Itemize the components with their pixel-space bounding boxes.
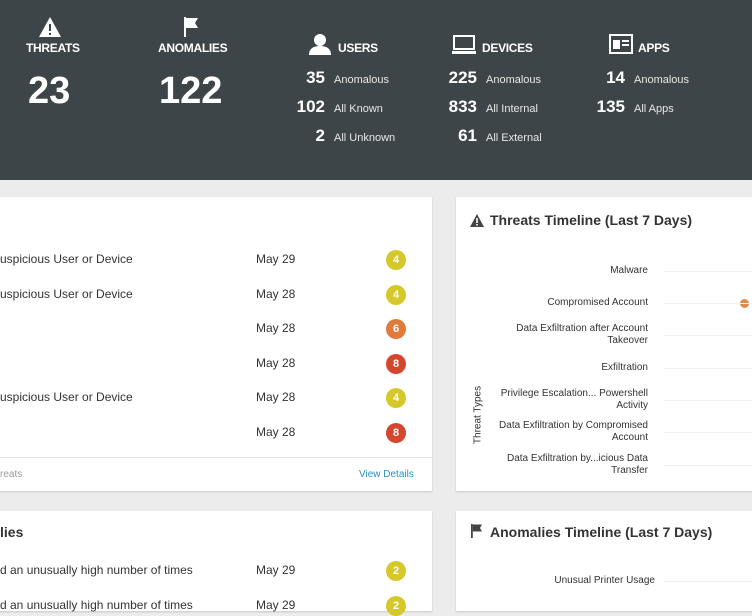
grid-line bbox=[664, 432, 752, 433]
stat-number: 14 bbox=[606, 68, 625, 87]
threats-timeline-card bbox=[456, 197, 752, 491]
type-label: Data Exfiltration by Compromised bbox=[499, 420, 648, 431]
type-label: Exfiltration bbox=[601, 362, 648, 373]
row-date: May 28 bbox=[256, 425, 296, 439]
type-label: Privilege Escalation... Powershell bbox=[500, 388, 648, 399]
row-date: May 28 bbox=[256, 390, 296, 405]
row-date: May 29 bbox=[256, 563, 296, 577]
stat-label: Anomalous bbox=[486, 74, 542, 86]
grid-line bbox=[664, 335, 752, 336]
group-label: APPS bbox=[638, 41, 670, 55]
group-label: USERS bbox=[338, 41, 378, 55]
anomalies-value: 122 bbox=[159, 70, 223, 112]
stat-label: All External bbox=[486, 132, 542, 144]
anomalies-timeline-title: Anomalies Timeline (Last 7 Days) bbox=[490, 524, 713, 540]
threats-timeline-title: Threats Timeline (Last 7 Days) bbox=[490, 212, 693, 228]
type-label: Takeover bbox=[607, 335, 648, 346]
score-badge: 4 bbox=[386, 284, 406, 305]
row-date: May 28 bbox=[256, 286, 296, 301]
row-text: uspicious User or Device bbox=[0, 252, 133, 266]
threat-icon bbox=[39, 17, 61, 37]
stat-number: 2 bbox=[315, 126, 325, 145]
score-badge: 4 bbox=[386, 388, 406, 409]
score-badge: 4 bbox=[386, 250, 406, 270]
stat-label: All Internal bbox=[486, 103, 538, 115]
stat-number: 35 bbox=[306, 68, 325, 87]
stat-label: All Unknown bbox=[334, 132, 396, 144]
device-icon bbox=[452, 35, 476, 54]
threats-card bbox=[0, 197, 432, 491]
row-date: May 28 bbox=[256, 321, 296, 336]
warning-icon bbox=[470, 214, 484, 227]
score-badge: 2 bbox=[386, 561, 406, 581]
score-badge: 6 bbox=[386, 319, 406, 340]
type-label: Activity bbox=[616, 400, 648, 411]
flag-icon bbox=[471, 524, 482, 538]
grid-line bbox=[664, 303, 752, 304]
row-date: May 29 bbox=[256, 252, 296, 266]
type-label: Malware bbox=[610, 265, 648, 276]
row-text: uspicious User or Device bbox=[0, 286, 133, 301]
row-text: d an unusually high number of times bbox=[0, 563, 193, 577]
anomalies-title: lies bbox=[0, 524, 24, 540]
stat-label: All Known bbox=[334, 103, 383, 115]
stat-number: 225 bbox=[448, 68, 477, 87]
type-label: Unusual Printer Usage bbox=[554, 575, 655, 586]
anomalies-label: ANOMALIES bbox=[158, 41, 228, 55]
view-details-link[interactable]: View Details bbox=[359, 469, 414, 480]
anomalies-timeline-card bbox=[456, 511, 752, 611]
stat-label: Anomalous bbox=[334, 74, 390, 86]
user-icon bbox=[309, 34, 331, 55]
grid-line bbox=[664, 465, 752, 466]
group-label: DEVICES bbox=[482, 41, 533, 55]
type-label: Data Exfiltration after Account bbox=[516, 323, 648, 334]
score-badge: 2 bbox=[386, 595, 406, 616]
divider bbox=[0, 457, 432, 458]
grid-line bbox=[664, 271, 752, 272]
type-label: Compromised Account bbox=[547, 297, 648, 308]
grid-line bbox=[664, 581, 752, 582]
stat-number: 135 bbox=[596, 97, 625, 116]
type-label: Account bbox=[611, 432, 648, 443]
threats-value: 23 bbox=[28, 70, 71, 112]
apps-icon bbox=[609, 34, 633, 54]
flag-icon bbox=[184, 17, 198, 37]
grid-line bbox=[664, 368, 752, 369]
stat-label: Anomalous bbox=[634, 74, 690, 86]
stat-number: 61 bbox=[458, 126, 477, 145]
score-badge: 8 bbox=[386, 353, 406, 374]
row-text: uspicious User or Device bbox=[0, 390, 133, 405]
grid-line bbox=[664, 400, 752, 401]
stat-number: 833 bbox=[448, 97, 477, 116]
stat-number: 102 bbox=[296, 97, 325, 116]
summary-bar: THREATS 23 ANOMALIES 122 USERS 35 Anomalou… bbox=[0, 0, 752, 180]
stat-label: All Apps bbox=[634, 103, 674, 115]
threats-label: THREATS bbox=[26, 41, 80, 55]
type-label: Data Exfiltration by...icious Data bbox=[507, 453, 648, 464]
row-date: May 28 bbox=[256, 355, 296, 370]
footer-text: reats bbox=[0, 469, 23, 480]
score-badge: 8 bbox=[386, 423, 406, 443]
type-label: Transfer bbox=[611, 465, 648, 476]
anomalies-card bbox=[0, 511, 432, 611]
